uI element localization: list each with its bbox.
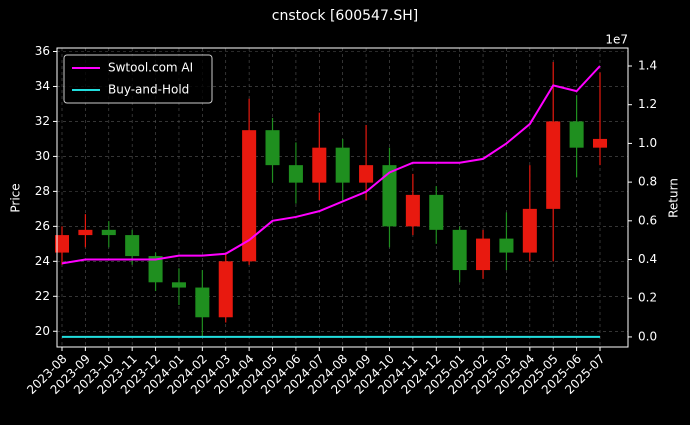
- candle-body: [499, 238, 514, 253]
- y2-offset: 1e7: [605, 33, 628, 47]
- candle-body: [195, 287, 210, 318]
- candle-body: [452, 229, 467, 271]
- candle-body: [288, 165, 303, 183]
- y2-tick-label: 1.0: [638, 136, 657, 150]
- candle-body: [265, 130, 280, 166]
- y-tick-label: 20: [35, 324, 50, 338]
- candle-body: [335, 147, 350, 183]
- y2-axis-label: Return: [667, 178, 681, 218]
- legend-label: Buy-and-Hold: [108, 83, 189, 97]
- candle-body: [125, 235, 140, 257]
- y2-tick-label: 1.2: [638, 97, 657, 111]
- y-axis-label: Price: [9, 183, 23, 212]
- candle-body: [101, 229, 116, 236]
- y2-tick-label: 0.8: [638, 175, 657, 189]
- candle-body: [476, 238, 491, 271]
- y-tick-label: 32: [35, 114, 50, 128]
- candle-body: [546, 121, 561, 209]
- y-tick-label: 26: [35, 219, 50, 233]
- chart-title: cnstock [600547.SH]: [272, 8, 418, 24]
- candle-body: [359, 165, 374, 183]
- legend-label: Swtool.com AI: [108, 61, 193, 75]
- candle-body: [592, 138, 608, 148]
- candle-body: [218, 261, 233, 318]
- candle-body: [382, 165, 397, 227]
- y-tick-label: 34: [35, 79, 50, 93]
- candle-body: [429, 194, 444, 230]
- candle-body: [242, 130, 257, 262]
- candle-body: [569, 121, 584, 148]
- candle-body: [312, 147, 327, 183]
- y-tick-label: 30: [35, 149, 50, 163]
- y2-tick-label: 0.4: [638, 252, 657, 266]
- return-line: [61, 65, 601, 265]
- legend-box: [63, 54, 213, 104]
- candle-body: [405, 194, 420, 227]
- y-tick-label: 36: [35, 44, 50, 58]
- y2-tick-label: 0.2: [638, 291, 657, 305]
- candle-body: [522, 208, 537, 253]
- candle-body: [171, 282, 186, 288]
- candle-body: [78, 229, 93, 236]
- candle-body: [54, 235, 70, 253]
- y2-tick-label: 0.6: [638, 213, 657, 227]
- y2-tick-label: 1.4: [638, 58, 657, 72]
- y2-tick-label: 0.0: [638, 329, 657, 343]
- y-tick-label: 28: [35, 184, 50, 198]
- y-tick-label: 22: [35, 289, 50, 303]
- y-tick-label: 24: [35, 254, 50, 268]
- candle-body: [148, 256, 163, 283]
- plot-frame: [56, 47, 629, 348]
